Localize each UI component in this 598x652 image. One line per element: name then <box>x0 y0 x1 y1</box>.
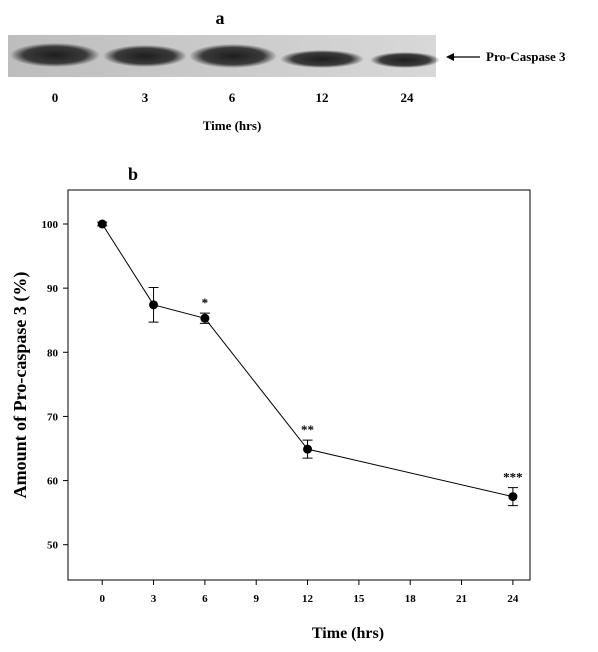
blot-xlabel: Time (hrs) <box>203 118 262 133</box>
plot-frame <box>68 190 530 580</box>
panel-label: b <box>128 164 138 184</box>
x-axis-title: Time (hrs) <box>312 625 384 642</box>
x-tick-label: 15 <box>353 593 365 605</box>
band-label: Pro-Caspase 3 <box>486 49 566 64</box>
y-axis-title: Amount of Pro-caspase 3 (%) <box>10 272 31 499</box>
lane-label: 24 <box>401 90 415 105</box>
x-tick-label: 18 <box>405 593 417 605</box>
x-tick-label: 21 <box>456 593 467 605</box>
arrow-head <box>446 53 454 61</box>
x-tick-label: 24 <box>507 593 519 605</box>
y-tick-label: 60 <box>47 476 59 488</box>
y-tick-label: 50 <box>47 540 59 552</box>
y-tick-label: 80 <box>47 347 59 359</box>
data-point <box>149 300 158 309</box>
figure: a Pro-Caspase 3 Time (hrs) b Time (hrs) … <box>0 0 598 647</box>
lane-label: 6 <box>229 90 236 105</box>
x-tick-label: 0 <box>99 593 105 605</box>
y-tick-label: 90 <box>47 283 59 295</box>
significance-mark: *** <box>503 470 523 485</box>
data-point <box>98 219 107 228</box>
lane-label: 12 <box>316 90 329 105</box>
x-tick-label: 12 <box>302 593 314 605</box>
data-point <box>200 314 209 323</box>
x-tick-label: 3 <box>151 593 157 605</box>
data-point <box>303 445 312 454</box>
panel-label: a <box>216 8 225 28</box>
significance-mark: * <box>202 295 209 310</box>
significance-mark: ** <box>301 422 314 437</box>
x-tick-label: 6 <box>202 593 208 605</box>
y-tick-label: 70 <box>47 411 59 423</box>
x-tick-label: 9 <box>253 593 259 605</box>
data-point <box>508 492 517 501</box>
lane-label: 3 <box>142 90 149 105</box>
lane-label: 0 <box>52 90 59 105</box>
y-tick-label: 100 <box>42 219 59 231</box>
